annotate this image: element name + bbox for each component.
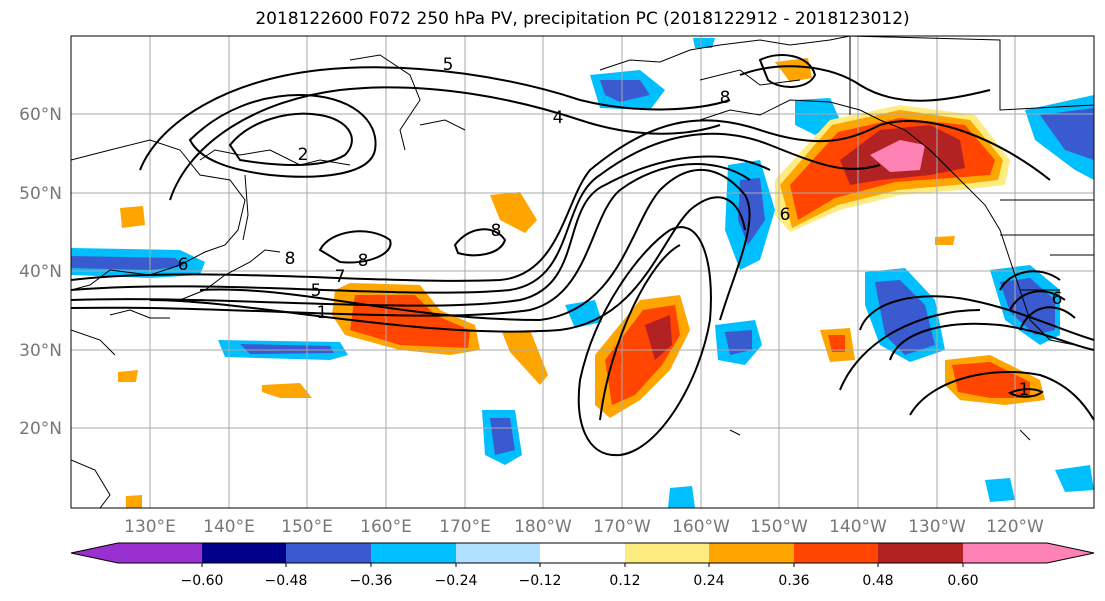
pv-label: 6 (1052, 289, 1063, 309)
colorbar-swatch (286, 543, 371, 563)
latitude-ticks: 60°N 50°N 40°N 30°N 20°N (19, 105, 62, 439)
colorbar-swatch (625, 543, 709, 563)
pv-contour-labels: 5 2 4 8 8 8 6 7 5 1 8 6 6 1 (178, 55, 1063, 400)
pv-contours (71, 54, 1094, 457)
lon-tick-label: 170°W (593, 517, 651, 537)
colorbar-extend-low (71, 543, 118, 563)
lon-tick-label: 140°E (203, 517, 255, 537)
pv-label: 1 (1019, 380, 1030, 400)
pv-label: 5 (443, 55, 454, 75)
colorbar-tick-label: 0.12 (609, 573, 640, 589)
pv-label: 1 (317, 303, 328, 323)
colorbar-tick-label: −0.36 (350, 573, 393, 589)
lat-tick-label: 20°N (19, 419, 62, 439)
lat-tick-label: 50°N (19, 184, 62, 204)
colorbar-swatch (456, 543, 540, 563)
plot-frame (70, 35, 1095, 509)
lon-tick-label: 170°E (439, 517, 491, 537)
colorbar-labels: −0.60 −0.48 −0.36 −0.24 −0.12 0.12 0.24 … (181, 573, 979, 589)
lon-tick-label: 130°W (908, 517, 966, 537)
lat-tick-label: 30°N (19, 341, 62, 361)
colorbar-swatch (963, 543, 1047, 563)
colorbar-tick-label: −0.48 (265, 573, 308, 589)
colorbar-swatch (878, 543, 963, 563)
colorbar (70, 542, 1095, 567)
lat-tick-label: 60°N (19, 105, 62, 125)
lon-tick-label: 120°W (986, 517, 1044, 537)
colorbar-swatch (202, 543, 286, 563)
lat-tick-label: 40°N (19, 262, 62, 282)
pv-label: 6 (780, 205, 791, 225)
map-plot-area: 5 2 4 8 8 8 6 7 5 1 8 6 6 1 (71, 36, 1094, 508)
colorbar-tick-label: 0.36 (778, 573, 809, 589)
lon-tick-label: 150°E (281, 517, 333, 537)
lon-tick-label: 160°W (672, 517, 730, 537)
colorbar-outline (70, 542, 1095, 564)
pv-label: 8 (491, 221, 502, 241)
lon-tick-label: 160°E (360, 517, 412, 537)
lon-tick-label: 150°W (750, 517, 808, 537)
colorbar-swatch (540, 543, 625, 563)
colorbar-swatch (709, 543, 794, 563)
colorbar-tick-label: −0.12 (519, 573, 562, 589)
colorbar-extend-high (1047, 543, 1094, 563)
pv-label: 5 (311, 281, 322, 301)
pv-label: 6 (178, 255, 189, 275)
pv-label: 8 (285, 249, 296, 269)
colorbar-tick-label: 0.60 (947, 573, 978, 589)
colorbar-tick-label: 0.24 (693, 573, 724, 589)
positive-pc-shading (118, 58, 1045, 508)
colorbar-tick-label: 0.48 (862, 573, 893, 589)
pv-label: 8 (358, 251, 369, 271)
lon-tick-label: 180°W (514, 517, 572, 537)
colorbar-swatch (371, 543, 456, 563)
pv-label: 2 (298, 145, 309, 165)
colorbar-swatch (118, 543, 202, 563)
longitude-ticks: 130°E 140°E 150°E 160°E 170°E 180°W 170°… (124, 517, 1044, 537)
pv-label: 8 (720, 88, 731, 108)
lon-tick-label: 140°W (829, 517, 887, 537)
pv-label: 7 (335, 267, 346, 287)
lon-tick-label: 130°E (124, 517, 176, 537)
pv-label: 4 (553, 108, 564, 128)
colorbar-tick-label: −0.60 (181, 573, 224, 589)
colorbar-swatch (794, 543, 878, 563)
map-title: 2018122600 F072 250 hPa PV, precipitatio… (255, 9, 910, 29)
colorbar-tick-label: −0.24 (435, 573, 478, 589)
